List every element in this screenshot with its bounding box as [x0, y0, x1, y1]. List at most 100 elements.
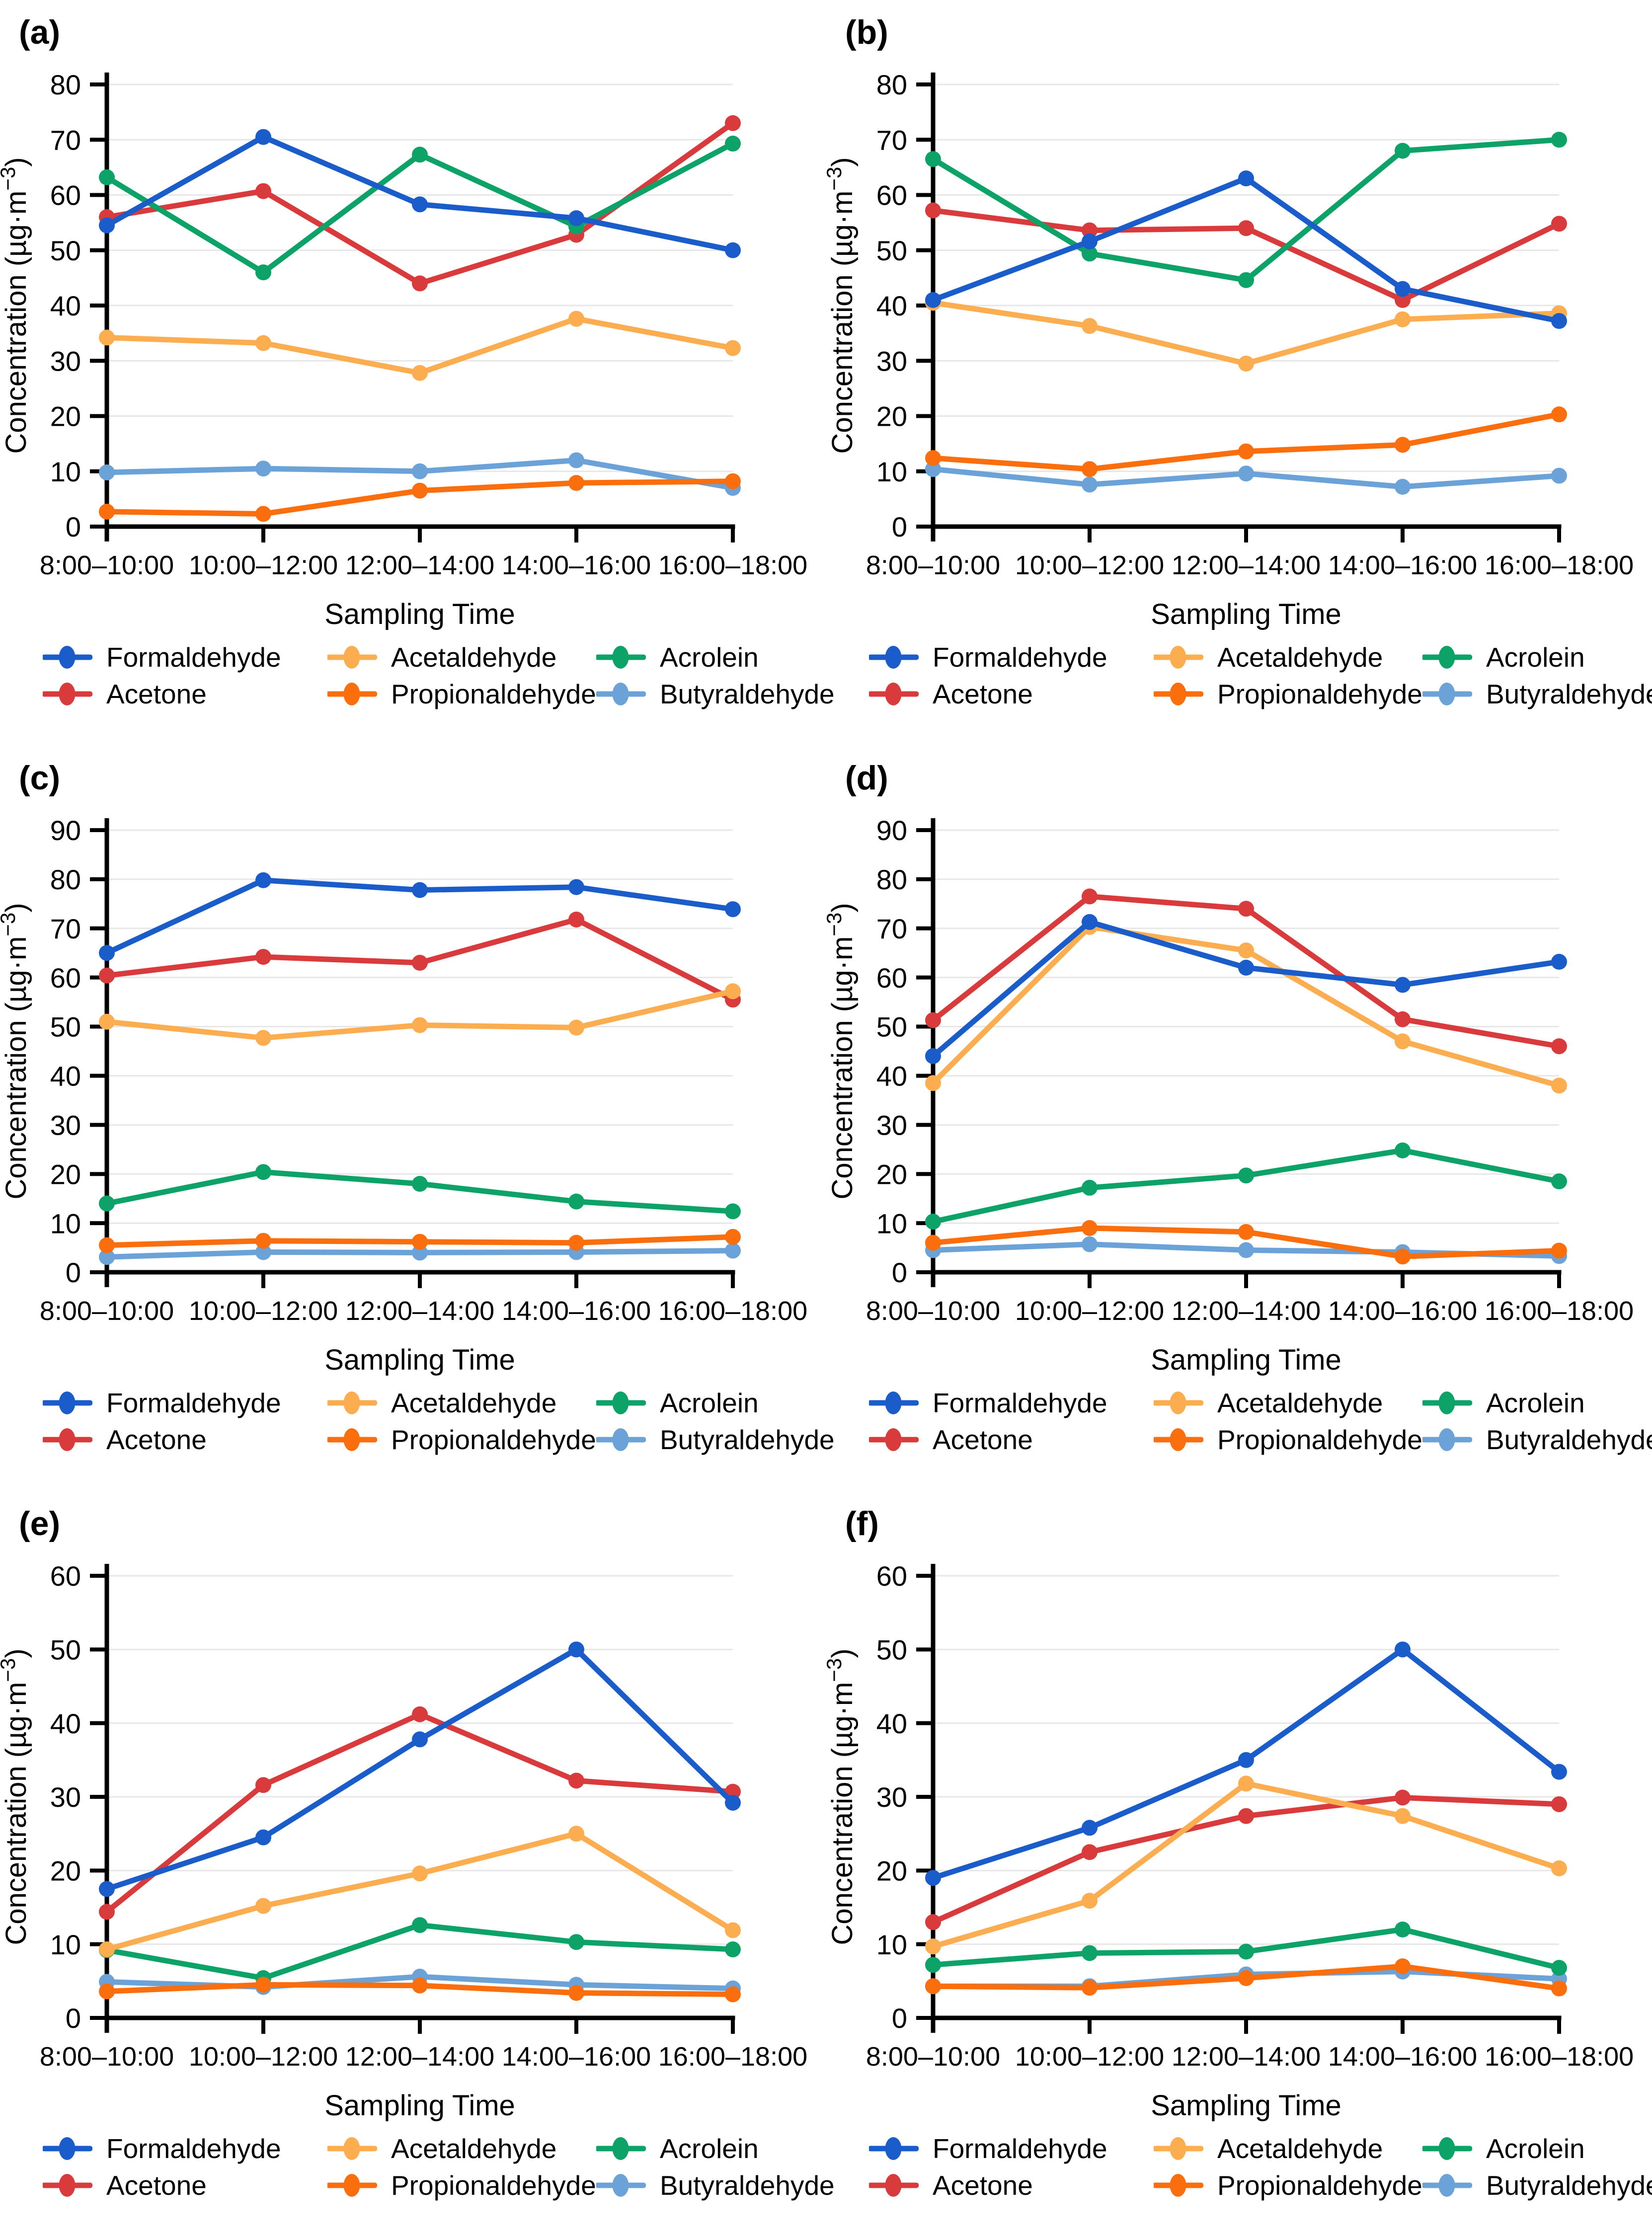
legend-marker-dot	[1170, 1391, 1186, 1414]
y-tick-label: 90	[876, 815, 907, 846]
data-point-marker	[1395, 977, 1411, 993]
data-point-marker	[255, 129, 271, 145]
y-tick-label: 20	[876, 1855, 907, 1886]
legend-row: Formaldehyde Acetaldehyde Acrolein	[43, 2130, 826, 2167]
data-point-marker	[412, 365, 428, 381]
data-point-marker	[412, 1917, 428, 1933]
series-acrolein	[99, 136, 741, 281]
series-formaldehyde	[99, 1641, 741, 1897]
data-point-marker	[1395, 1248, 1411, 1265]
legend-marker-dot	[59, 1428, 76, 1451]
legend-f: Formaldehyde Acetaldehyde Acrolein Acetone P…	[869, 2130, 1652, 2204]
legend-marker-dot	[59, 683, 76, 705]
acetone-legend-marker-icon	[869, 2174, 919, 2197]
x-tick-label: 14:00–16:00	[502, 550, 651, 580]
data-point-marker	[1395, 1142, 1411, 1158]
legend-item-acetaldehyde: Acetaldehyde	[327, 2133, 596, 2164]
legend-item-acetaldehyde: Acetaldehyde	[327, 1387, 596, 1419]
data-point-marker	[1551, 216, 1567, 232]
data-point-marker	[1238, 465, 1254, 482]
data-point-marker	[255, 949, 271, 965]
data-point-marker	[99, 1941, 115, 1958]
data-point-marker	[1238, 1970, 1254, 1986]
series-formaldehyde	[925, 914, 1567, 1064]
data-point-marker	[1551, 132, 1567, 148]
legend-row: Acetone Propionaldehyde Butyraldehyde	[869, 1421, 1652, 1458]
legend-d: Formaldehyde Acetaldehyde Acrolein Acetone P…	[869, 1385, 1652, 1458]
y-tick-label: 10	[876, 456, 907, 487]
data-point-marker	[99, 217, 115, 233]
series-butyraldehyde	[99, 452, 741, 496]
legend-label: Formaldehyde	[106, 2133, 281, 2164]
legend-item-acrolein: Acrolein	[1422, 2133, 1652, 2164]
data-point-marker	[725, 136, 741, 152]
data-point-marker	[568, 1773, 584, 1789]
legend-marker-dot	[59, 2174, 76, 2197]
legend-row: Acetone Propionaldehyde Butyraldehyde	[43, 1421, 835, 1458]
legend-item-propionaldehyde: Propionaldehyde	[327, 1424, 596, 1456]
series-acrolein	[925, 1142, 1567, 1230]
legend-label: Acrolein	[660, 1388, 759, 1418]
y-tick-label: 50	[50, 1634, 81, 1665]
series-acetaldehyde	[925, 919, 1567, 1094]
data-point-marker	[725, 242, 741, 258]
legend-label: Acetaldehyde	[1217, 2133, 1383, 2164]
y-tick-label: 20	[50, 1855, 81, 1886]
propionaldehyde-legend-marker-icon	[1154, 2174, 1203, 2197]
series-formaldehyde	[925, 1641, 1567, 1886]
legend-marker-dot	[1170, 2174, 1186, 2197]
legend-label: Acrolein	[1486, 642, 1585, 673]
legend-label: Acetone	[933, 1424, 1033, 1455]
legend-item-butyraldehyde: Butyraldehyde	[1422, 2169, 1652, 2201]
x-tick-label: 14:00–16:00	[502, 1296, 651, 1326]
series-line	[930, 411, 1562, 472]
x-axis-title: Sampling Time	[1151, 2089, 1341, 2122]
panel-d: (d) 0 10 20 30 40 50 60 70 80 90 8:00–10:00 10:00–12…	[826, 746, 1652, 1491]
x-tick-label: 10:00–12:00	[189, 550, 338, 580]
data-point-marker	[1082, 233, 1098, 249]
data-point-marker	[255, 183, 271, 199]
data-point-marker	[1082, 1844, 1098, 1860]
data-point-marker	[1395, 1641, 1411, 1658]
series-acetaldehyde	[99, 1826, 741, 1958]
legend-item-acrolein: Acrolein	[596, 641, 826, 673]
legend-label: Propionaldehyde	[391, 2170, 596, 2201]
y-tick-label: 0	[892, 511, 907, 542]
data-point-marker	[255, 264, 271, 281]
legend-label: Acetone	[106, 679, 207, 709]
data-point-marker	[1551, 1960, 1567, 1976]
panel-label: (e)	[19, 1505, 60, 1543]
y-tick-label: 50	[50, 235, 81, 266]
series-acetaldehyde	[99, 983, 741, 1046]
data-point-marker	[1551, 1980, 1567, 1997]
data-point-marker	[1551, 467, 1567, 484]
chart-e: (e) 0 10 20 30 40 50 60 8:00–10:00 10:00–12:00 12:…	[0, 1505, 807, 2122]
data-point-marker	[725, 1941, 741, 1958]
y-axis-title: Concentration (µg·m−3)	[0, 157, 32, 454]
y-tick-label: 0	[66, 511, 81, 542]
series-acrolein	[925, 1922, 1567, 1976]
y-tick-label: 50	[50, 1011, 81, 1043]
data-point-marker	[1551, 1173, 1567, 1190]
legend-marker-dot	[612, 1391, 629, 1414]
legend-marker-dot	[612, 1428, 629, 1451]
data-point-marker	[568, 475, 584, 491]
y-tick-label: 50	[876, 1011, 907, 1043]
series-formaldehyde	[99, 129, 741, 258]
legend-item-butyraldehyde: Butyraldehyde	[596, 678, 835, 710]
series-acetaldehyde	[925, 295, 1567, 372]
legend-item-butyraldehyde: Butyraldehyde	[596, 1424, 835, 1456]
legend-label: Formaldehyde	[933, 2133, 1107, 2164]
propionaldehyde-legend-marker-icon	[327, 1428, 377, 1451]
butyraldehyde-legend-marker-icon	[596, 2174, 646, 2197]
data-point-marker	[725, 983, 741, 1000]
data-point-marker	[99, 945, 115, 961]
data-point-marker	[255, 335, 271, 351]
y-tick-label: 30	[50, 1109, 81, 1141]
butyraldehyde-legend-marker-icon	[1422, 683, 1472, 705]
data-point-marker	[1238, 1224, 1254, 1240]
legend-marker-dot	[885, 2174, 902, 2197]
x-tick-label: 12:00–14:00	[1172, 1296, 1321, 1326]
data-point-marker	[1238, 1242, 1254, 1258]
x-tick-label: 10:00–12:00	[1015, 550, 1164, 580]
